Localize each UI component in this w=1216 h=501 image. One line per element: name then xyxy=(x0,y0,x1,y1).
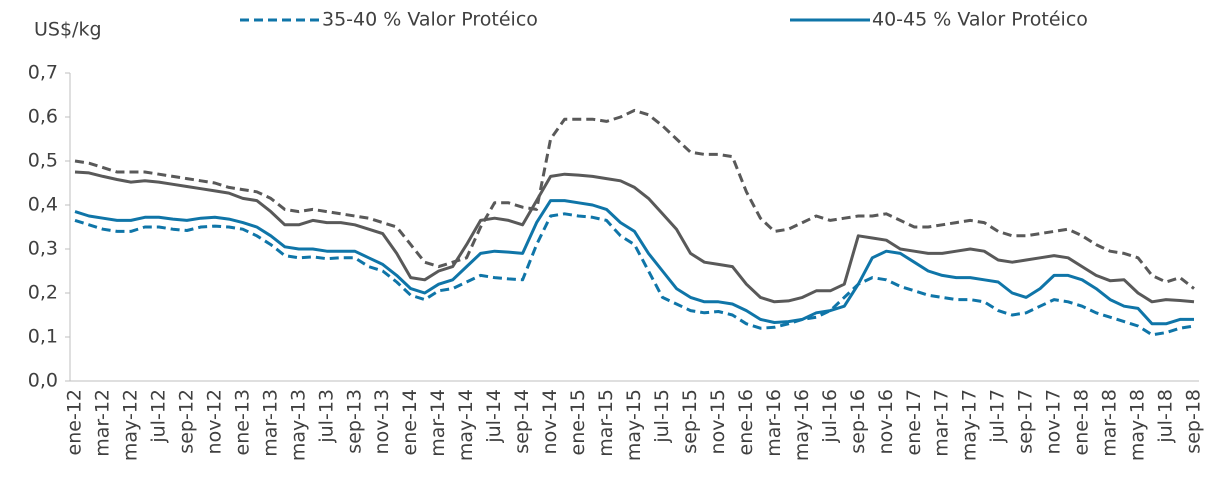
x-tick-label: jul-16 xyxy=(819,389,841,444)
x-tick-label: nov-13 xyxy=(371,389,393,454)
y-tick-label: 0,7 xyxy=(28,62,58,84)
y-tick-label: 0,4 xyxy=(28,194,58,216)
x-tick-label: sep-16 xyxy=(847,389,869,454)
x-tick-label: mar-15 xyxy=(595,389,617,457)
x-tick-label: ene-17 xyxy=(903,389,925,455)
legend-label: 40-45 % Valor Protéico xyxy=(872,9,1088,31)
x-tick-label: may-13 xyxy=(287,389,309,461)
x-tick-label: may-18 xyxy=(1127,389,1149,461)
x-tick-label: mar-16 xyxy=(763,389,785,457)
x-tick-label: sep-15 xyxy=(679,389,701,454)
y-tick-label: 0,3 xyxy=(28,238,58,260)
x-tick-label: nov-15 xyxy=(707,389,729,454)
x-tick-label: sep-13 xyxy=(343,389,365,454)
x-tick-label: mar-12 xyxy=(91,389,113,457)
x-tick-label: nov-17 xyxy=(1043,389,1065,454)
x-tick-label: may-17 xyxy=(959,389,981,461)
x-tick-label: sep-17 xyxy=(1015,389,1037,454)
x-tick-label: ene-12 xyxy=(64,389,86,455)
x-tick-label: nov-16 xyxy=(875,389,897,454)
x-tick-label: nov-12 xyxy=(203,389,225,454)
series-line xyxy=(74,199,1194,326)
x-tick-label: jul-14 xyxy=(483,389,505,444)
x-tick-label: may-12 xyxy=(119,389,141,461)
x-tick-label: may-15 xyxy=(623,389,645,461)
x-tick-label: sep-18 xyxy=(1183,389,1205,454)
x-tick-label: sep-14 xyxy=(511,389,533,454)
x-tick-label: may-16 xyxy=(791,389,813,461)
y-tick-label: 0,1 xyxy=(28,326,58,348)
x-tick-label: sep-12 xyxy=(175,389,197,454)
x-tick-label: ene-14 xyxy=(399,389,421,455)
series-line xyxy=(74,170,1195,304)
x-tick-label: jul-17 xyxy=(987,389,1009,444)
x-tick-label: jul-12 xyxy=(147,389,169,444)
x-tick-label: mar-14 xyxy=(427,389,449,457)
y-tick-label: 0,0 xyxy=(28,370,58,392)
x-tick-label: may-14 xyxy=(455,389,477,461)
legend-label: 35-40 % Valor Protéico xyxy=(322,9,538,31)
y-tick-label: 0,2 xyxy=(28,282,58,304)
x-tick-label: ene-13 xyxy=(231,389,253,455)
y-tick-label: 0,5 xyxy=(28,150,58,172)
x-tick-label: nov-14 xyxy=(539,389,561,454)
series-line xyxy=(74,108,1195,290)
x-tick-label: mar-18 xyxy=(1099,389,1121,457)
y-axis-title: US$/kg xyxy=(34,19,102,41)
x-tick-label: jul-13 xyxy=(315,389,337,444)
x-tick-label: mar-17 xyxy=(931,389,953,457)
x-tick-label: ene-18 xyxy=(1071,389,1093,455)
x-tick-label: jul-15 xyxy=(651,389,673,444)
x-tick-label: jul-18 xyxy=(1155,389,1177,444)
x-tick-label: mar-13 xyxy=(259,389,281,457)
x-tick-label: ene-16 xyxy=(735,389,757,455)
y-tick-label: 0,6 xyxy=(28,106,58,128)
x-tick-label: ene-15 xyxy=(567,389,589,455)
